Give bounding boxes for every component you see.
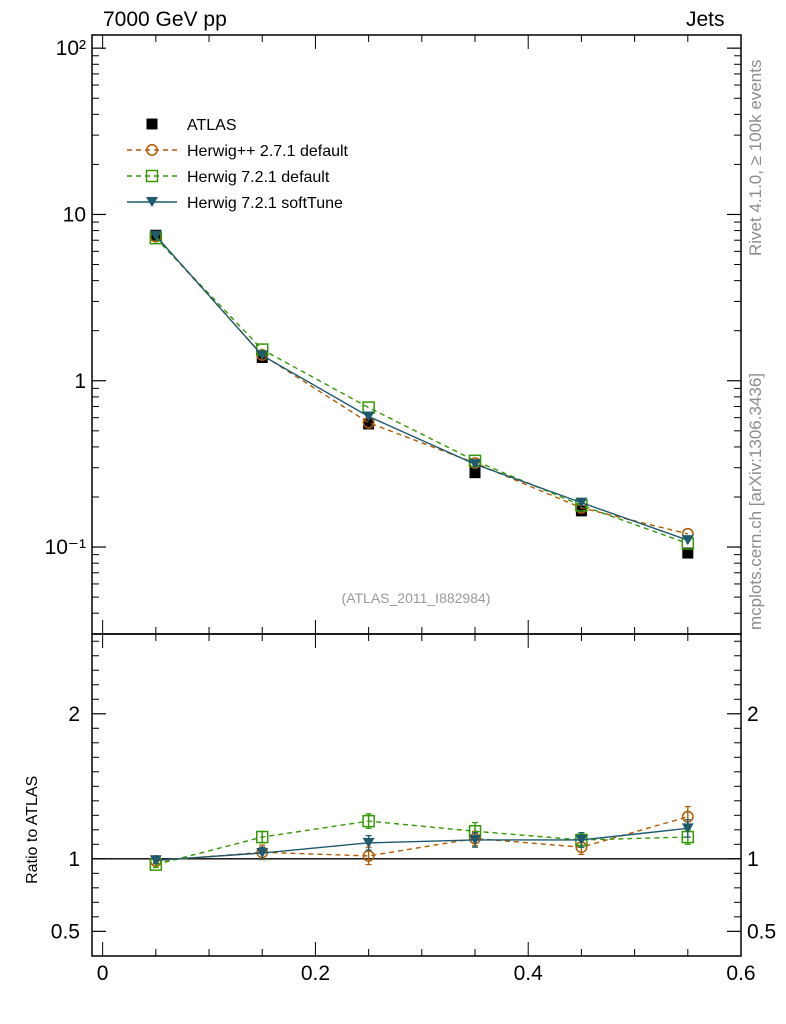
main-atlas-point — [363, 418, 375, 430]
main-herwig-7-2-1-softtune-line — [155, 235, 689, 541]
main-herwig-7-2-1-softtune-point — [256, 350, 269, 361]
x-tick-label: 0.2 — [301, 962, 330, 985]
header-left: 7000 GeV pp — [103, 8, 227, 31]
ratio-y-axis-label: Ratio to ATLAS — [24, 776, 41, 884]
ratio-herwig-7-2-1-softtune-point — [149, 855, 162, 866]
ratio-herwig-7-2-1-softtune-point — [469, 834, 482, 845]
legend-label: Herwig++ 2.7.1 default — [187, 143, 349, 160]
analysis-label: (ATLAS_2011_I882984) — [342, 590, 491, 606]
legend-marker — [146, 118, 158, 130]
ratio-y-tick-label: 1 — [68, 848, 80, 871]
legend-label: Herwig 7.2.1 softTune — [187, 195, 343, 212]
ratio-y-tick-label-right: 1 — [747, 848, 759, 871]
ratio-herwig-7-2-1-softtune-point — [681, 823, 694, 834]
main-panel: 10⁻¹ 1 10 10² (ATLAS_2011_I882984) ATLAS Herwi… — [45, 34, 742, 635]
legend-entry: Herwig 7.2.1 softTune — [127, 195, 343, 212]
legend-marker — [145, 169, 159, 183]
main-herwig-7-2-1-default-point — [362, 401, 375, 414]
ratio-herwig-7-2-1-default-point — [362, 814, 375, 828]
legend-label: Herwig 7.2.1 default — [187, 169, 330, 186]
ratio-herwig-7-2-1-softtune-point — [256, 848, 269, 859]
legend-marker — [146, 144, 158, 156]
main-herwig-7-2-1-softtune-point — [575, 497, 588, 508]
x-tick-label: 0.6 — [726, 962, 755, 985]
x-tick-label: 0 — [97, 962, 109, 985]
y-tick-label: 10² — [56, 37, 86, 60]
main-atlas-point — [469, 467, 481, 479]
ratio-y-tick-label-right: 2 — [747, 703, 759, 726]
ratio-herwig-2-7-1-default-point — [362, 849, 375, 862]
ratio-y-tick-label-right: 0.5 — [747, 920, 776, 943]
ratio-herwig-7-2-1-softtune-point — [575, 834, 588, 845]
legend-entry: ATLAS — [146, 117, 237, 134]
ratio-herwig-7-2-1-softtune-line — [155, 827, 688, 861]
mcplots-label: mcplots.cern.ch [arXiv:1306.3436] — [746, 372, 765, 630]
ratio-y-tick-label: 2 — [68, 703, 80, 726]
x-tick-label: 0.4 — [514, 962, 544, 985]
main-atlas-point — [682, 547, 694, 559]
ratio-herwig-7-2-1-default-point — [255, 830, 269, 844]
ratio-panel: 0 0.2 0.4 0.6 0.5 0.5 1 1 2 2 Ratio to ATLAS — [24, 633, 776, 985]
main-herwig-7-2-1-softtune-point — [362, 411, 375, 422]
rivet-label: Rivet 4.1.0, ≥ 100k events — [746, 59, 765, 256]
main-herwig-2-7-1-default-line — [155, 236, 688, 535]
ratio-frame — [91, 633, 742, 957]
legend-entry: Herwig++ 2.7.1 default — [127, 143, 349, 160]
main-herwig-7-2-1-softtune-point — [469, 459, 482, 470]
y-tick-label: 10 — [63, 203, 86, 226]
main-herwig-7-2-1-softtune-point — [149, 230, 162, 241]
y-tick-label: 10⁻¹ — [45, 536, 86, 559]
legend-entry: Herwig 7.2.1 default — [127, 169, 330, 186]
y-tick-label: 1 — [74, 370, 86, 393]
legend-label: ATLAS — [187, 117, 237, 134]
ratio-herwig-7-2-1-softtune-point — [362, 837, 375, 848]
header-right: Jets — [686, 8, 725, 31]
main-herwig-7-2-1-softtune-point — [681, 535, 694, 546]
ratio-herwig-7-2-1-default-line — [155, 820, 688, 866]
main-herwig-7-2-1-default-line — [155, 237, 689, 545]
ratio-y-tick-label: 0.5 — [51, 920, 80, 943]
legend-marker — [146, 197, 158, 207]
